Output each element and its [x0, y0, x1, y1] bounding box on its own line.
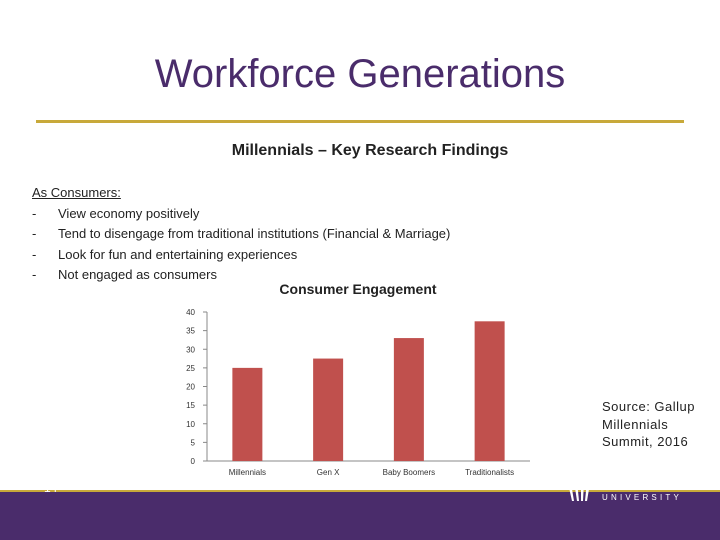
logo-name: BELLEVUE — [602, 475, 703, 493]
y-tick-label: 40 — [186, 308, 195, 317]
list-item: - View economy positively — [32, 204, 450, 225]
slide-subtitle: Millennials – Key Research Findings — [231, 142, 509, 159]
source-line: Source: Gallup — [602, 399, 695, 414]
logo-subtitle: UNIVERSITY — [602, 493, 683, 502]
y-tick-label: 5 — [191, 438, 196, 447]
bullet-marker: - — [32, 246, 37, 262]
footer-gold-line — [0, 490, 720, 492]
source-line: Millennials — [602, 416, 669, 432]
bar — [393, 338, 424, 461]
list-item-text: Not engaged as consumers — [58, 267, 217, 282]
consumer-findings: As Consumers: - View economy positively … — [32, 183, 450, 286]
source-citation: Source: Gallup Millennials Summit, 2016 — [602, 398, 695, 451]
university-logo: BELLEVUE UNIVERSITY — [566, 476, 703, 503]
footer-bar — [0, 490, 720, 540]
bellevue-crest-icon — [566, 477, 594, 501]
title-divider — [36, 120, 684, 123]
list-item: - Look for fun and entertaining experien… — [32, 245, 450, 266]
list-item-text: View economy positively — [58, 205, 200, 221]
y-tick-label: 15 — [186, 401, 195, 410]
chart-title: Consumer Engagement — [279, 281, 436, 297]
y-tick-label: 35 — [186, 327, 195, 336]
y-tick-label: 25 — [186, 364, 195, 373]
list-item: - Tend to disengage from traditional ins… — [32, 224, 450, 245]
x-tick-label: Millennials — [229, 468, 266, 477]
bullet-marker: - — [32, 226, 37, 241]
y-tick-label: 0 — [191, 457, 196, 466]
consumer-findings-heading: As Consumers: — [32, 185, 121, 200]
y-tick-label: 20 — [186, 383, 195, 392]
list-item-text: Look for fun and entertaining experience… — [58, 246, 298, 262]
list-item-text: Tend to disengage from traditional insti… — [58, 226, 451, 241]
x-tick-label: Baby Boomers — [383, 468, 435, 477]
x-tick-label: Traditionalists — [465, 468, 514, 477]
y-tick-label: 10 — [186, 420, 195, 429]
y-tick-label: 30 — [186, 345, 195, 354]
bar — [232, 367, 263, 461]
bar — [474, 321, 505, 461]
source-line: Summit, 2016 — [602, 434, 689, 449]
bar — [313, 358, 344, 461]
bullet-marker: - — [32, 205, 37, 221]
page-number: 14 — [44, 481, 58, 495]
list-item: - Not engaged as consumers — [32, 265, 450, 286]
bullet-marker: - — [32, 267, 37, 282]
x-tick-label: Gen X — [317, 468, 340, 477]
slide-title: Workforce Generations — [154, 52, 566, 96]
